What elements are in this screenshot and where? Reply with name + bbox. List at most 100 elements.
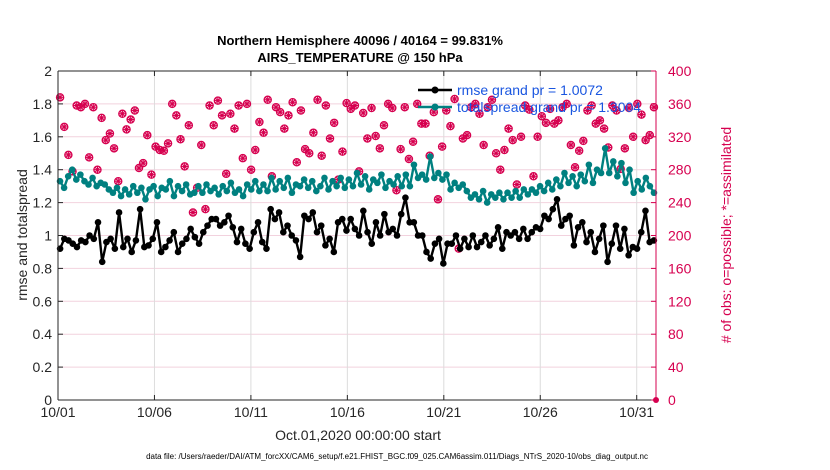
- obs-count-point: [529, 172, 538, 181]
- rmse-point: [187, 225, 194, 233]
- obs-count-point: [433, 195, 443, 204]
- obs-count-point: [213, 96, 223, 105]
- y-tick-label-left: 1.4: [33, 162, 53, 178]
- rmse-point: [435, 235, 443, 243]
- obs-assimilated-marker: [501, 147, 508, 153]
- totalspread-point: [492, 194, 499, 201]
- obs-assimilated-marker: [152, 143, 159, 150]
- obs-count-point: [109, 144, 119, 153]
- rmse-point: [288, 232, 296, 239]
- obs-count-point: [421, 119, 430, 128]
- obs-count-point: [64, 150, 73, 160]
- obs-count-point: [255, 117, 264, 127]
- obs-assimilated-marker: [401, 104, 408, 111]
- rmse-point: [536, 225, 544, 233]
- obs-assimilated-marker: [464, 132, 470, 139]
- legend-rmse-marker: [431, 86, 439, 94]
- totalspread-point: [239, 192, 247, 200]
- x-axis-label: Oct.01,2020 00:00:00 start: [275, 427, 441, 443]
- rmse-point: [347, 215, 354, 223]
- totalspread-point: [304, 184, 312, 192]
- obs-count-point: [197, 140, 206, 150]
- obs-assimilated-marker: [459, 135, 466, 142]
- obs-count-point: [608, 101, 617, 110]
- obs-assimilated-marker: [77, 104, 84, 111]
- obs-assimilated-marker: [127, 116, 134, 123]
- obs-assimilated-marker: [567, 142, 574, 148]
- rmse-point: [494, 223, 502, 231]
- obs-assimilated-marker: [480, 142, 487, 148]
- totalspread-point: [203, 181, 210, 188]
- rmse-point: [372, 219, 380, 226]
- obs-assimilated-marker: [364, 135, 371, 142]
- obs-count-point: [321, 101, 331, 110]
- totalspread-point: [618, 159, 625, 167]
- rmse-point: [145, 242, 152, 249]
- obs-count-point: [134, 163, 144, 173]
- totalspread-point: [272, 186, 279, 193]
- totalspread-point: [374, 179, 381, 187]
- tick-labels: 0 0.2 0.4 0.6 0.8 1 1.2 1.4 1.6 1.8 2 0 40 80 120 160 20…: [33, 63, 692, 420]
- totalspread-point: [349, 182, 357, 190]
- obs-count-point: [251, 145, 260, 155]
- totalspread-point: [357, 181, 365, 188]
- rmse-point: [174, 248, 182, 256]
- obs-assimilated-marker: [106, 130, 113, 137]
- y-tick-label-left: 1: [44, 228, 52, 244]
- obs-assimilated-marker: [235, 102, 242, 109]
- totalspread-point: [345, 176, 353, 183]
- obs-count-point: [163, 139, 173, 148]
- totalspread-point: [626, 166, 633, 173]
- obs-count-point: [462, 130, 472, 140]
- totalspread-point: [325, 186, 332, 193]
- totalspread-point: [447, 186, 454, 193]
- obs-assimilated-marker: [435, 196, 441, 203]
- obs-assimilated-marker: [306, 150, 313, 157]
- obs-count-point: [230, 124, 239, 133]
- obs-assimilated-marker: [248, 166, 255, 173]
- rmse-point: [267, 205, 274, 213]
- obs-assimilated-marker: [347, 105, 354, 112]
- totalspread-point: [512, 187, 519, 195]
- rmse-point: [574, 223, 582, 231]
- obs-assimilated-marker: [339, 148, 346, 155]
- obs-assimilated-marker: [177, 136, 184, 143]
- obs-count-point: [126, 115, 135, 124]
- rmse-point: [313, 228, 321, 236]
- rmse-point: [591, 248, 599, 256]
- obs-assimilated-marker: [613, 107, 620, 114]
- x-tick-label: 10/31: [619, 404, 654, 420]
- rmse-point: [351, 225, 359, 233]
- obs-count-point: [288, 98, 297, 107]
- obs-count-point: [404, 154, 414, 164]
- obs-assimilated-marker: [572, 164, 578, 171]
- rmse-point: [637, 228, 645, 236]
- totalspread-point: [73, 176, 80, 183]
- obs-assimilated-marker: [231, 125, 238, 132]
- obs-count-point: [59, 122, 69, 132]
- obs-count-point: [516, 132, 526, 142]
- obs-assimilated-marker: [169, 100, 176, 107]
- obs-count-point: [566, 140, 576, 150]
- rmse-point: [280, 228, 287, 236]
- obs-count-point: [259, 128, 268, 137]
- obs-count-point: [537, 111, 547, 121]
- obs-count-point: [313, 95, 322, 105]
- obs-assimilated-marker: [314, 96, 321, 103]
- obs-count-point: [641, 135, 650, 145]
- totalspread-point: [174, 182, 182, 190]
- obs-assimilated-marker: [489, 96, 495, 103]
- obs-count-point: [545, 104, 555, 114]
- rmse-point: [271, 215, 279, 223]
- obs-count-point: [184, 121, 194, 130]
- obs-count-point: [446, 121, 455, 131]
- totalspread-point: [178, 187, 186, 195]
- obs-count-point: [599, 124, 609, 133]
- totalspread-point: [500, 196, 507, 203]
- rmse-point: [237, 225, 245, 233]
- obs-assimilated-marker: [389, 105, 396, 111]
- obs-assimilated-marker: [468, 104, 475, 111]
- totalspread-point: [211, 184, 218, 192]
- obs-count-point: [271, 102, 281, 112]
- totalspread-point: [557, 182, 564, 190]
